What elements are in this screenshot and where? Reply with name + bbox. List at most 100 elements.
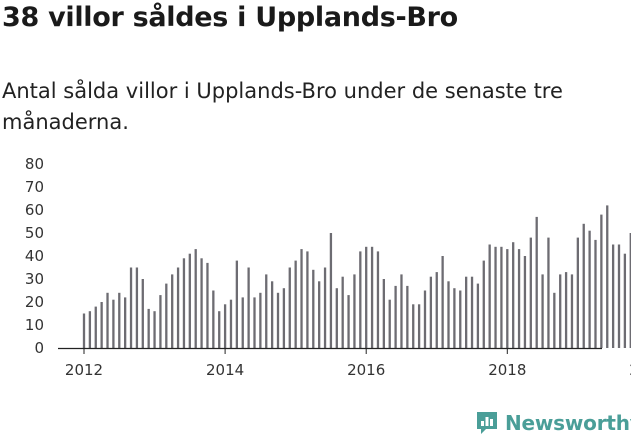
bar bbox=[300, 249, 303, 348]
bar bbox=[94, 306, 97, 348]
bar bbox=[611, 244, 615, 348]
y-tick-label: 50 bbox=[25, 224, 44, 242]
bar bbox=[541, 274, 544, 348]
bar bbox=[288, 267, 291, 348]
bar bbox=[129, 267, 133, 348]
bar bbox=[453, 288, 456, 348]
bar bbox=[276, 292, 280, 348]
bar bbox=[112, 299, 115, 348]
bar bbox=[588, 230, 591, 348]
bar bbox=[247, 267, 250, 348]
bar bbox=[482, 260, 485, 348]
x-tick-label: 2014 bbox=[206, 361, 244, 379]
y-tick-label: 0 bbox=[34, 339, 44, 357]
bar bbox=[153, 311, 156, 348]
bar bbox=[88, 311, 92, 348]
bar bbox=[176, 267, 180, 348]
bar bbox=[417, 304, 421, 348]
bar bbox=[559, 274, 562, 348]
chart-title: 38 villor såldes i Upplands-Bro bbox=[2, 2, 458, 33]
bar bbox=[370, 246, 374, 348]
newsworthy-logo[interactable]: Newsworthy bbox=[475, 408, 631, 438]
bar bbox=[312, 269, 315, 348]
bar bbox=[429, 276, 433, 348]
bar bbox=[465, 276, 468, 348]
bar bbox=[270, 281, 274, 348]
bar bbox=[388, 299, 391, 348]
bar bbox=[523, 256, 527, 348]
y-tick-label: 80 bbox=[25, 155, 44, 173]
bar bbox=[182, 258, 186, 348]
bar bbox=[547, 237, 550, 348]
bar bbox=[259, 292, 262, 348]
bar bbox=[600, 214, 603, 348]
bar bbox=[341, 276, 344, 348]
bar bbox=[447, 281, 450, 348]
bar bbox=[553, 292, 556, 348]
bar bbox=[582, 223, 585, 348]
y-tick-label: 30 bbox=[25, 270, 44, 288]
bar bbox=[124, 297, 127, 348]
bar bbox=[435, 272, 438, 348]
bar bbox=[506, 249, 509, 348]
bar bbox=[529, 237, 532, 348]
bar bbox=[535, 216, 538, 348]
bar bbox=[200, 258, 203, 348]
x-tick-label: 2016 bbox=[347, 361, 385, 379]
bar bbox=[517, 249, 521, 348]
bar bbox=[265, 274, 268, 348]
y-tick-label: 40 bbox=[25, 247, 44, 265]
bar bbox=[106, 292, 109, 348]
bar bbox=[470, 276, 474, 348]
bar bbox=[512, 242, 515, 348]
bar bbox=[141, 279, 144, 348]
bar bbox=[382, 279, 385, 348]
bar bbox=[423, 290, 427, 348]
bar bbox=[282, 288, 286, 348]
bar bbox=[159, 295, 162, 348]
bar bbox=[500, 246, 503, 348]
newsworthy-icon bbox=[477, 412, 497, 434]
bar bbox=[353, 274, 356, 348]
bar bbox=[194, 249, 197, 348]
y-axis: 0 10 20 30 40 50 60 70 80 bbox=[25, 155, 44, 357]
bar bbox=[188, 253, 191, 348]
bar bbox=[576, 237, 579, 348]
bar bbox=[323, 267, 327, 348]
bar bbox=[229, 299, 233, 348]
bar bbox=[347, 295, 350, 348]
bar bbox=[617, 244, 621, 348]
bar bbox=[476, 283, 480, 348]
bar bbox=[459, 290, 462, 348]
bar bbox=[376, 251, 380, 348]
chart-subtitle: Antal sålda villor i Upplands-Bro under … bbox=[2, 79, 563, 134]
bar bbox=[606, 205, 609, 348]
bar bbox=[406, 285, 409, 348]
bar bbox=[412, 304, 415, 348]
bar bbox=[135, 267, 139, 348]
bar bbox=[171, 274, 174, 348]
bar bbox=[223, 304, 227, 348]
bar bbox=[564, 272, 568, 348]
bar bbox=[494, 246, 497, 348]
bar bbox=[100, 302, 103, 348]
bar bbox=[335, 288, 338, 348]
bars bbox=[82, 205, 631, 348]
bar bbox=[147, 308, 150, 348]
bar bbox=[253, 297, 256, 348]
bar bbox=[318, 281, 321, 348]
bar bbox=[218, 311, 221, 348]
bar bbox=[441, 256, 444, 348]
bar bbox=[212, 290, 215, 348]
y-tick-label: 60 bbox=[25, 201, 44, 219]
bar bbox=[82, 313, 86, 348]
x-tick-label: 2012 bbox=[65, 361, 103, 379]
bar bbox=[306, 251, 309, 348]
x-tick-label: 2018 bbox=[488, 361, 526, 379]
bar bbox=[394, 285, 397, 348]
y-tick-label: 10 bbox=[25, 316, 44, 334]
bar bbox=[294, 260, 297, 348]
bar bbox=[206, 262, 209, 348]
x-tick-label: 2020 bbox=[629, 361, 631, 379]
